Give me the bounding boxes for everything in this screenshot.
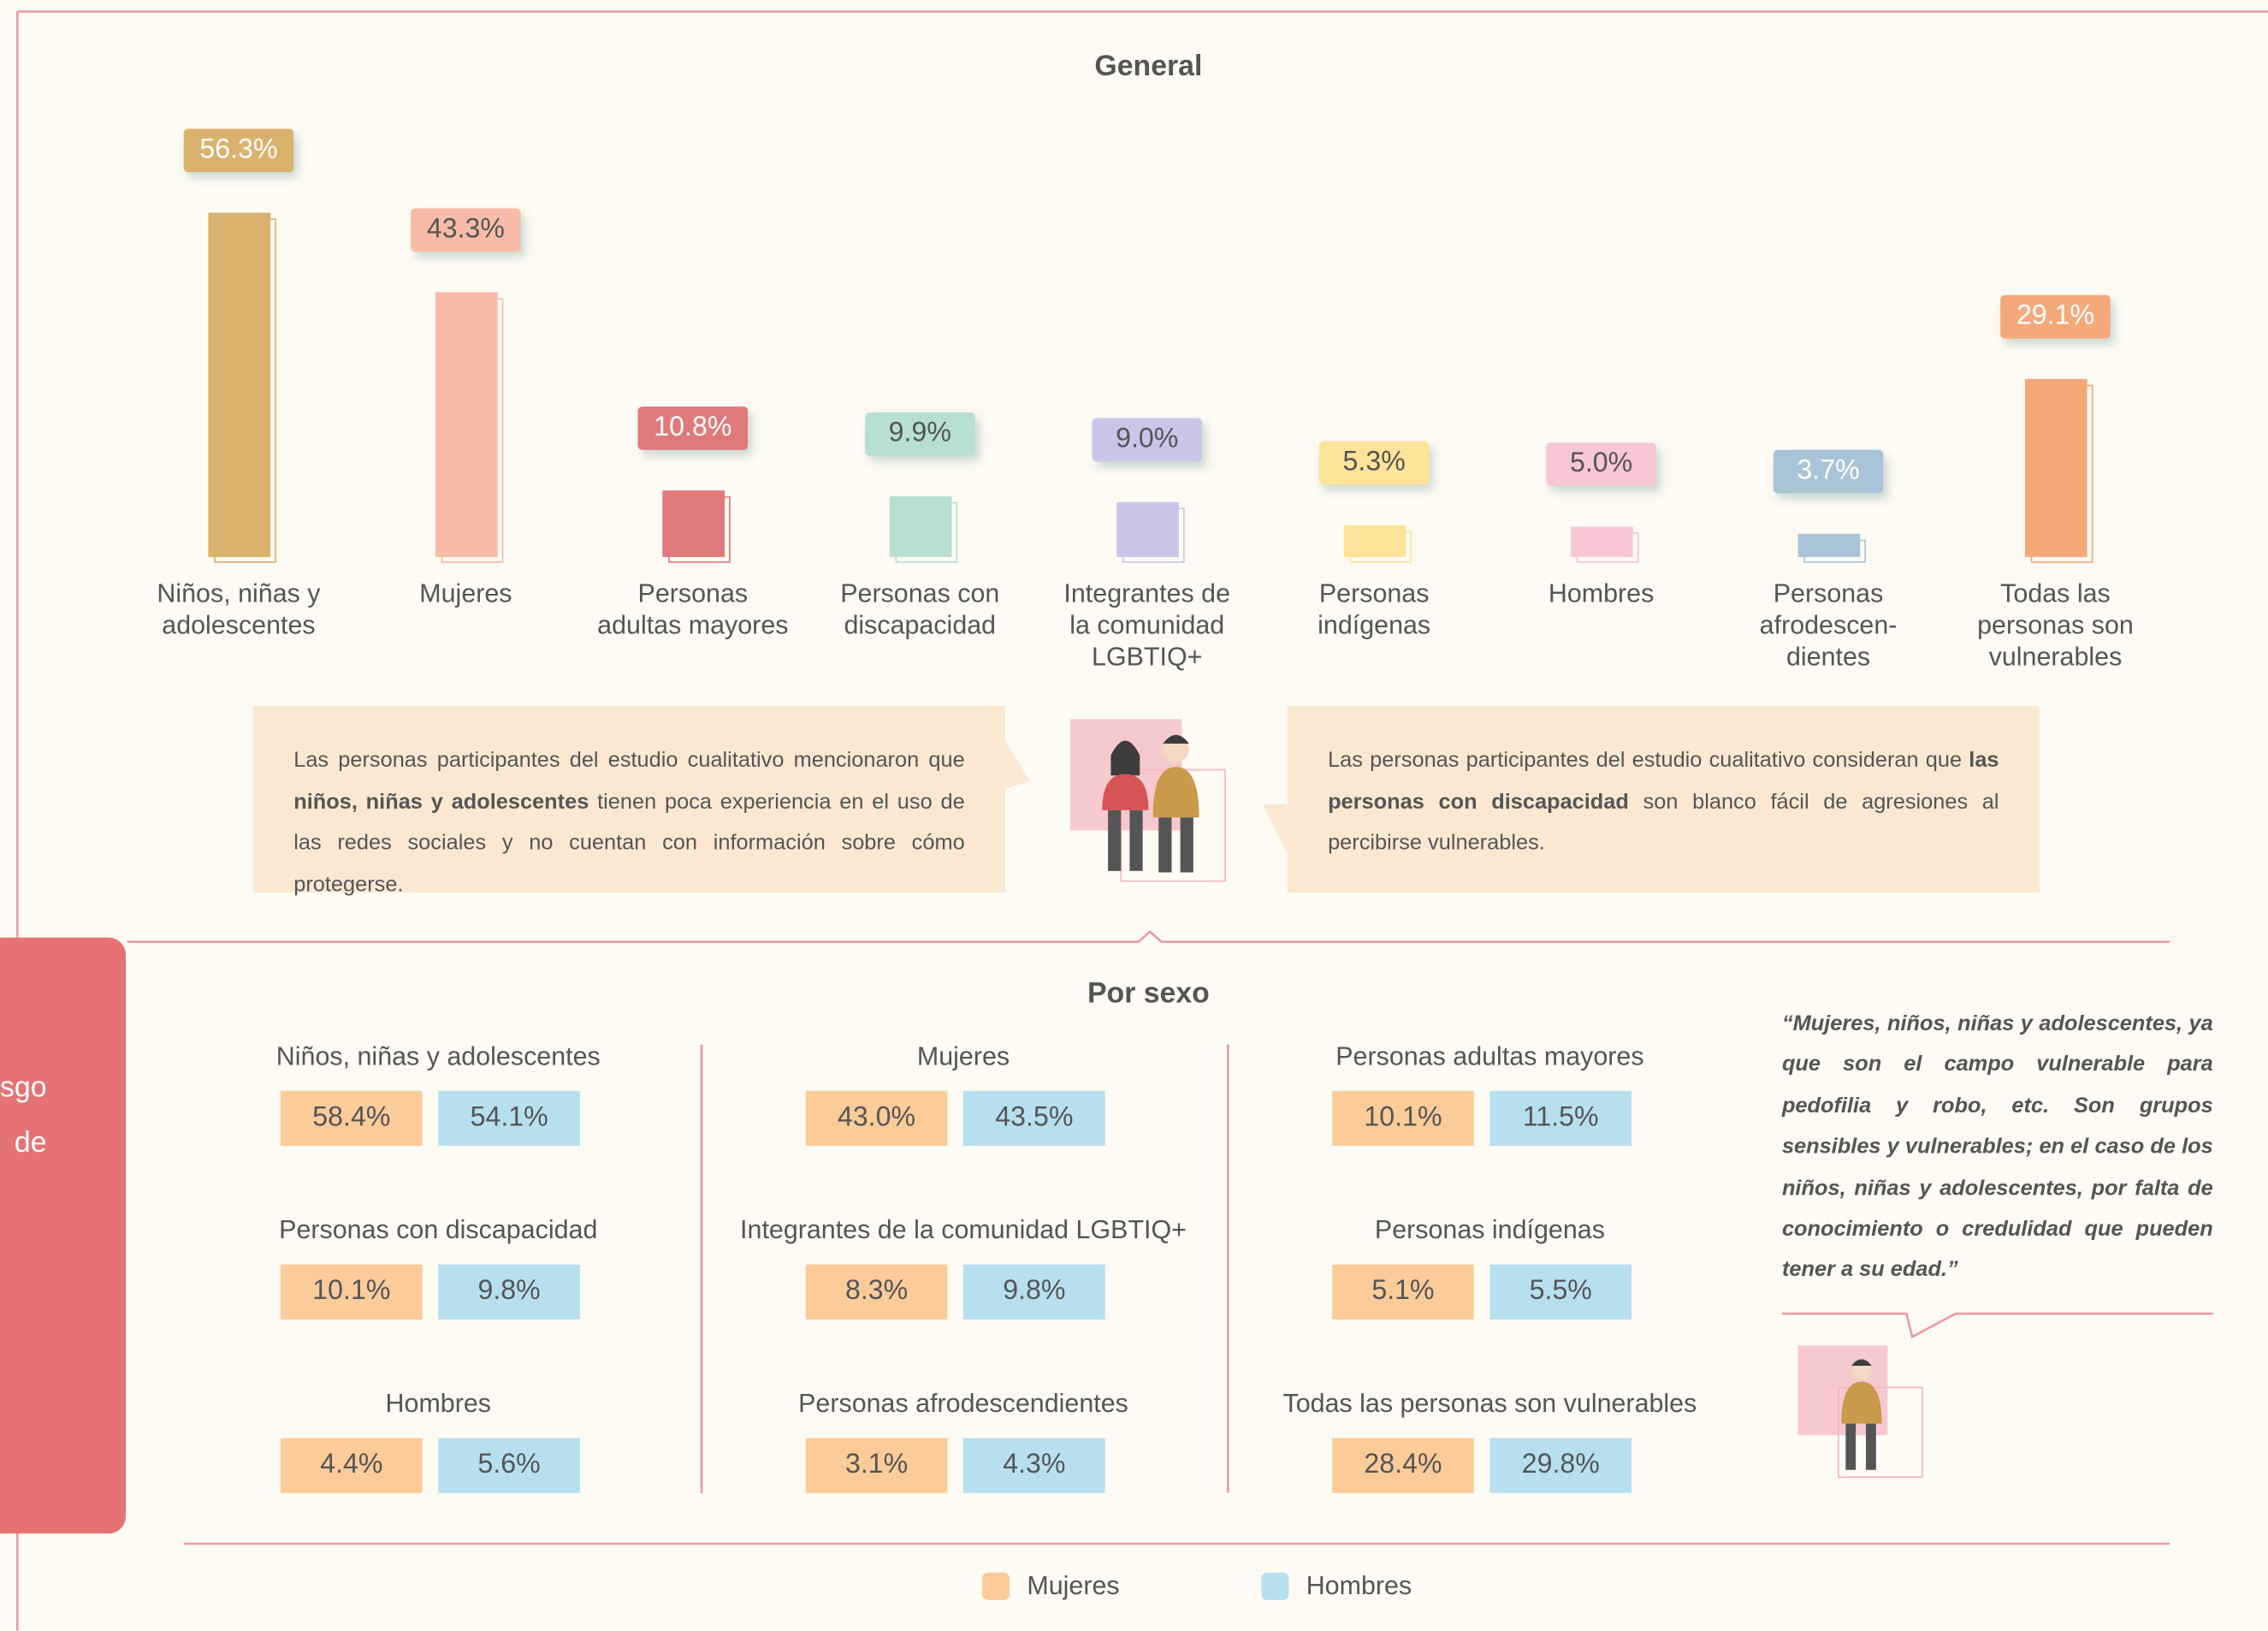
category-label: Personas afrodescen- dientes [1759, 578, 1898, 672]
bar [1570, 526, 1632, 557]
bar [435, 292, 497, 557]
value-label: 5.0% [1546, 442, 1656, 486]
side-label: sgo [0, 1071, 47, 1105]
category-label: Personas con discapacidad [840, 578, 1000, 640]
value-box: 4.4% [280, 1438, 423, 1493]
value-box: 5.5% [1489, 1264, 1632, 1320]
value-box: 10.1% [1332, 1090, 1474, 1147]
value-label: 3.7% [1773, 450, 1884, 495]
chart-title: General [1094, 50, 1203, 83]
value-box: 54.1% [438, 1090, 580, 1147]
note-emphasis: las personas con discapacidad [1328, 748, 1999, 815]
category-label: Personas indígenas [1318, 578, 1431, 640]
bar [207, 212, 270, 557]
bar [2024, 378, 2087, 557]
note: Las personas participantes del estudio c… [1287, 706, 2040, 893]
group-name: Mujeres [916, 1041, 1010, 1071]
group-name: Integrantes de la comunidad LGBTIQ+ [740, 1215, 1187, 1245]
value-box: 11.5% [1489, 1090, 1632, 1147]
section-title: Por sexo [1087, 977, 1210, 1011]
bar [1116, 501, 1179, 557]
category-label: Hombres [1548, 578, 1655, 608]
note-text: Las personas participantes del estudio c… [1328, 748, 1969, 773]
value-box: 10.1% [280, 1264, 423, 1320]
legend-swatch [981, 1572, 1010, 1600]
value-box: 43.5% [963, 1090, 1105, 1147]
group-name: Personas adultas mayores [1335, 1041, 1644, 1071]
value-box: 29.8% [1489, 1438, 1632, 1493]
legend-swatch [1261, 1572, 1289, 1600]
value-label: 29.1% [2000, 294, 2111, 339]
value-label: 56.3% [183, 128, 294, 172]
quote: “Mujeres, niños, niñas y adolescentes, y… [1781, 1011, 2213, 1283]
group-name: Personas con discapacidad [279, 1215, 598, 1245]
value-label: 43.3% [411, 208, 521, 252]
value-label: 5.3% [1318, 440, 1430, 484]
group-name: Todas las personas son vulnerables [1282, 1389, 1697, 1418]
bar [888, 496, 951, 557]
bar [661, 490, 725, 557]
bar [1342, 525, 1406, 557]
category-label: Todas las personas son vulnerables [1977, 578, 2134, 672]
category-label: Niños, niñas y adolescentes [157, 578, 321, 640]
value-box: 28.4% [1332, 1438, 1474, 1493]
category-label: Integrantes de la comunidad LGBTIQ+ [1063, 578, 1231, 672]
value-label: 9.9% [865, 412, 975, 456]
note: Las personas participantes del estudio c… [252, 706, 1006, 897]
side-label: de [14, 1127, 47, 1159]
value-box: 3.1% [805, 1438, 948, 1493]
value-box: 5.1% [1332, 1264, 1474, 1320]
value-label: 9.0% [1092, 418, 1202, 462]
group-name: Personas indígenas [1374, 1215, 1605, 1245]
group-name: Hombres [385, 1389, 492, 1418]
value-box: 9.8% [963, 1264, 1105, 1320]
note-text: son blanco fácil de agresiones al percib… [1328, 789, 1999, 856]
category-label: Mujeres [419, 578, 512, 608]
value-box: 4.3% [963, 1438, 1105, 1493]
value-label: 10.8% [637, 406, 749, 451]
value-box: 9.8% [438, 1264, 580, 1320]
value-box: 58.4% [280, 1090, 423, 1147]
category-label: Personas adultas mayores [597, 578, 789, 640]
note-text: Las personas participantes del estudio c… [293, 748, 965, 773]
note-emphasis: niños, niñas y adolescentes [293, 789, 589, 815]
value-box: 5.6% [438, 1438, 580, 1493]
note-text: tienen poca experiencia en el uso de las… [293, 789, 965, 897]
legend-label: Mujeres [1027, 1571, 1120, 1600]
value-box: 43.0% [805, 1090, 948, 1147]
bar [1797, 534, 1860, 557]
group-name: Niños, niñas y adolescentes [275, 1041, 601, 1071]
legend-label: Hombres [1306, 1571, 1412, 1600]
group-name: Personas afrodescendientes [798, 1389, 1128, 1418]
value-box: 8.3% [805, 1264, 948, 1320]
